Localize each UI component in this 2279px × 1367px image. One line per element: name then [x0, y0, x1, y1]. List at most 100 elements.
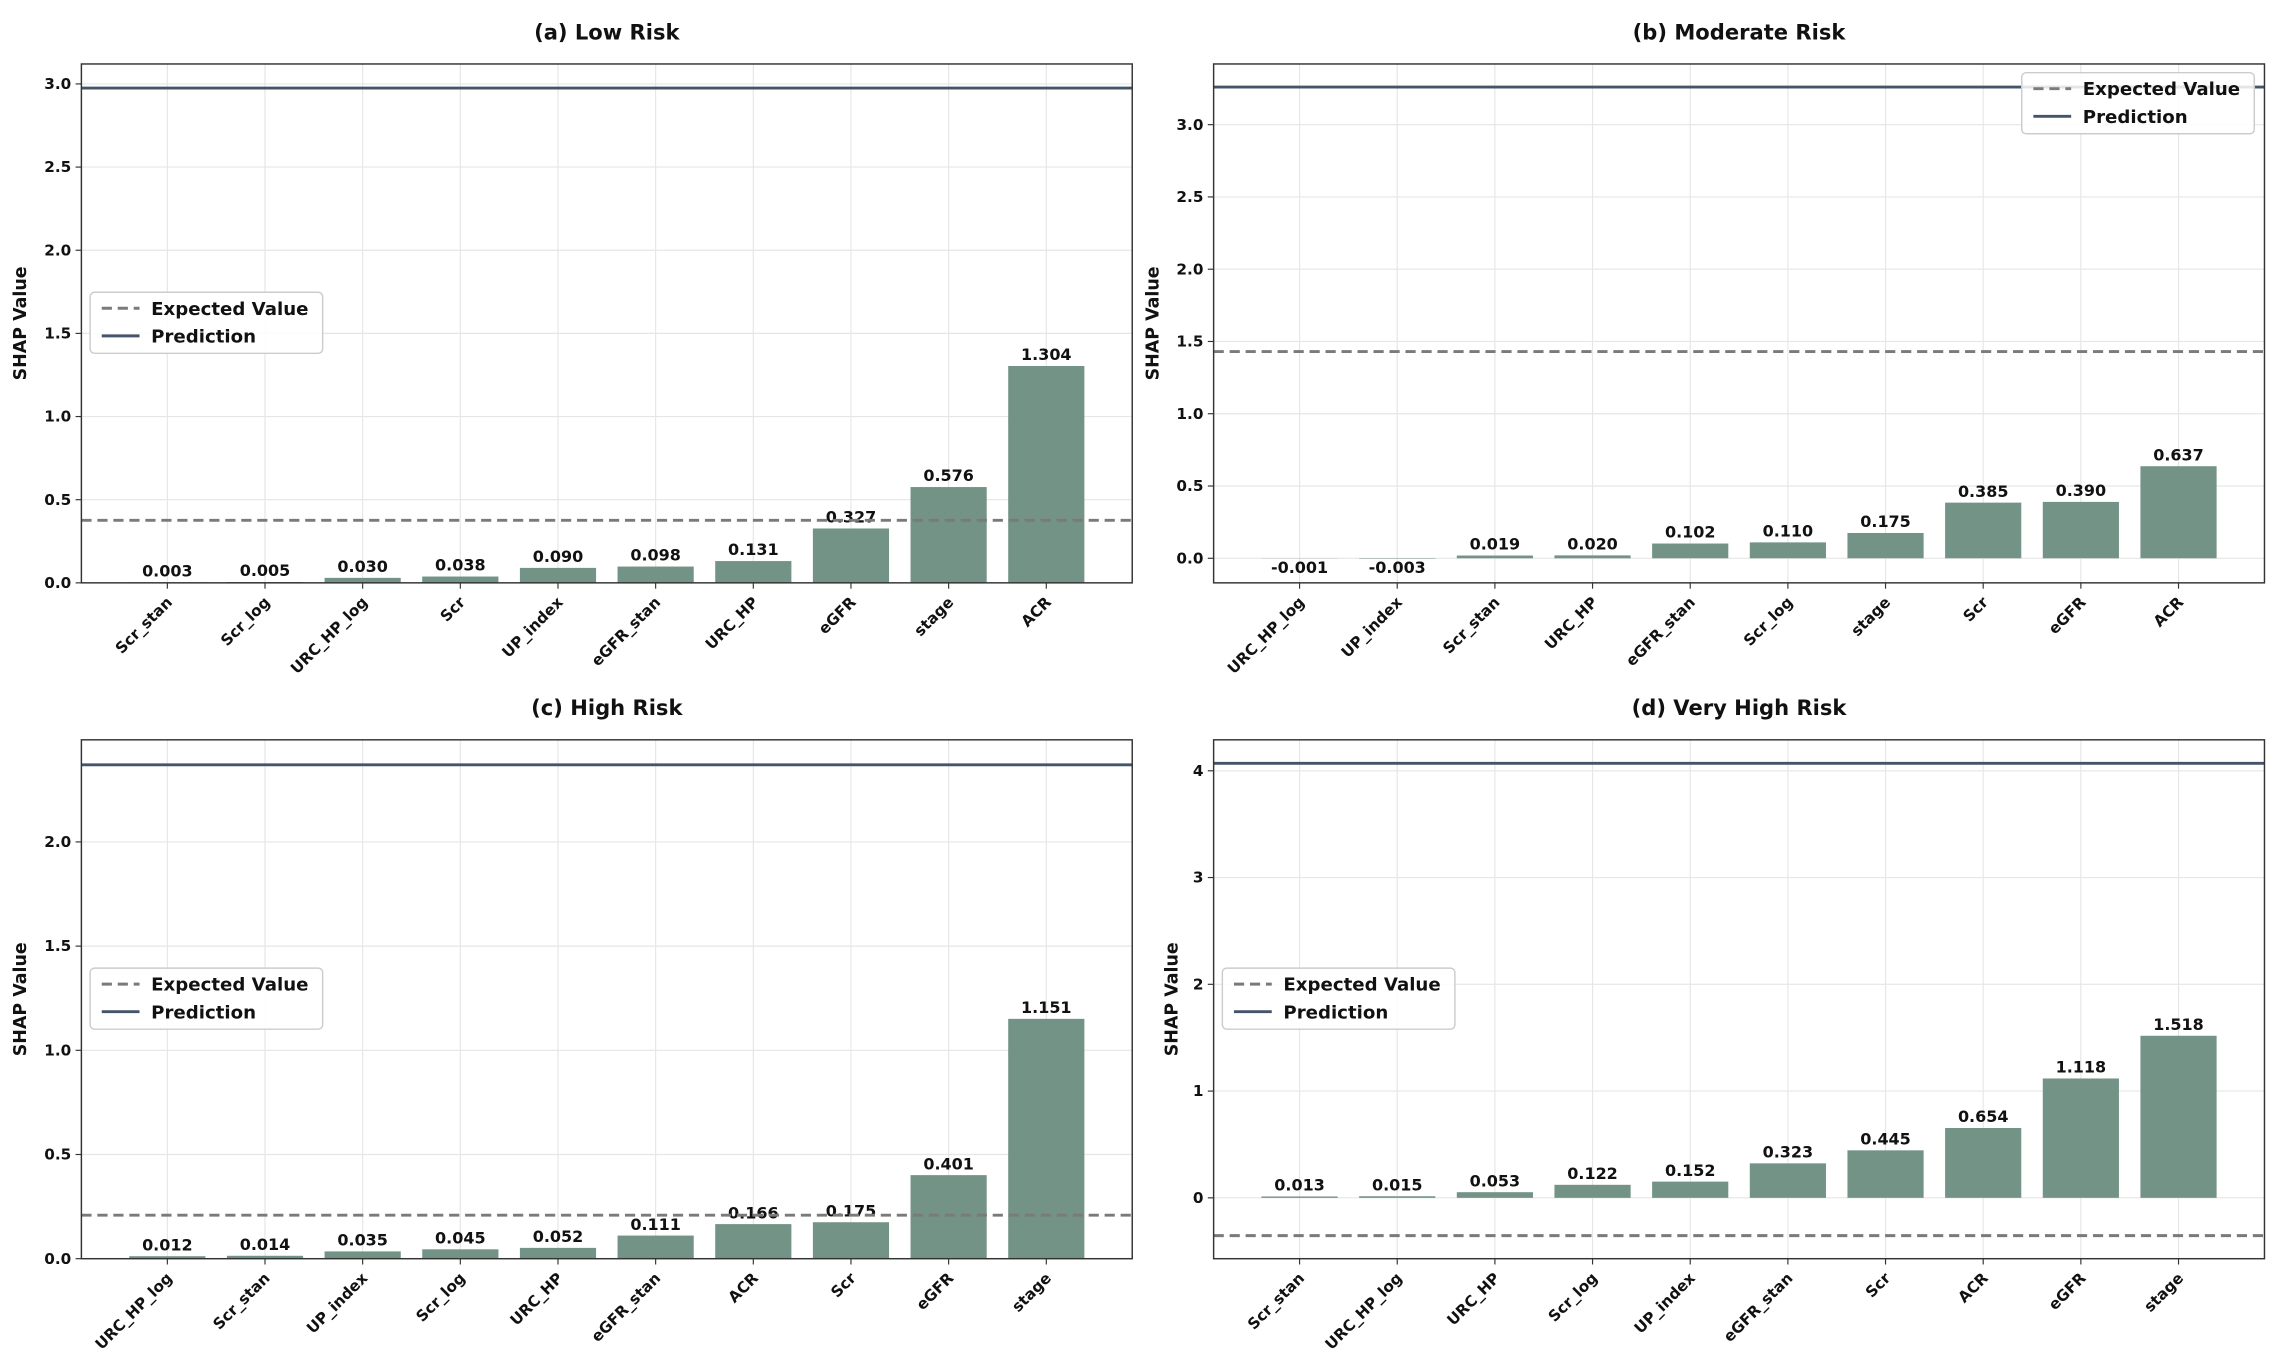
x-tick-label: ACR	[2150, 593, 2187, 630]
bar	[1456, 1192, 1533, 1198]
x-tick-label: URC_HP	[507, 1269, 567, 1329]
x-tick-label: UP_index	[1631, 1269, 1699, 1337]
value-label: 0.052	[533, 1227, 584, 1246]
y-axis-label: SHAP Value	[11, 266, 31, 380]
value-label: 0.152	[1665, 1161, 1716, 1180]
chart-title: (a) Low Risk	[534, 19, 680, 44]
legend: Expected Value Prediction	[2021, 71, 2256, 135]
bar	[1008, 1018, 1085, 1259]
bar	[519, 567, 597, 583]
x-tick-label: stage	[2141, 1269, 2188, 1316]
legend-label: Prediction	[151, 326, 256, 347]
x-tick-label: eGFR_stan	[1622, 593, 1698, 669]
bar	[129, 1256, 206, 1259]
x-tick-label: Scr	[437, 593, 470, 626]
bar	[1652, 1181, 1729, 1198]
bar	[617, 566, 694, 583]
x-tick-label: Scr_log	[217, 593, 273, 649]
value-label: 1.151	[1021, 998, 1072, 1017]
y-axis-label: SHAP Value	[1143, 266, 1163, 380]
bar	[422, 576, 499, 583]
value-label: 0.019	[1470, 535, 1521, 554]
x-tick-label: URC_HP_log	[287, 593, 371, 677]
bar	[2042, 1078, 2119, 1198]
value-label: 1.518	[2153, 1015, 2204, 1034]
y-tick-label: 0.5	[1176, 477, 1203, 495]
x-tick-label: Scr	[827, 1269, 860, 1302]
bar	[1554, 1184, 1631, 1198]
y-tick-label: 1.0	[44, 1041, 71, 1059]
legend-label: Prediction	[1283, 1002, 1388, 1023]
legend-box	[89, 967, 324, 1030]
chart-title: (c) High Risk	[531, 695, 683, 720]
value-label: 0.090	[533, 547, 584, 566]
bar	[1847, 532, 1924, 559]
value-label: 0.323	[1763, 1143, 1814, 1162]
x-tick-label: Scr	[1960, 593, 1993, 626]
value-label: 0.637	[2153, 445, 2204, 464]
value-label: 0.122	[1567, 1164, 1618, 1183]
value-label: 0.003	[142, 562, 193, 581]
y-tick-label: 1.5	[44, 937, 71, 955]
legend-label: Expected Value	[2083, 79, 2240, 100]
value-label: 0.166	[728, 1203, 779, 1222]
y-tick-label: 1.0	[1176, 405, 1203, 423]
x-tick-label: URC_HP	[1541, 593, 1601, 653]
y-axis-label: SHAP Value	[11, 942, 31, 1056]
value-label: -0.001	[1271, 558, 1328, 577]
x-tick-label: eGFR	[2045, 593, 2090, 638]
y-tick-label: 1.5	[44, 324, 71, 342]
bar	[324, 577, 401, 583]
bar	[910, 487, 987, 583]
bar	[519, 1247, 597, 1259]
bar	[1749, 1163, 1826, 1198]
y-tick-label: 0.0	[1176, 549, 1203, 567]
legend-label: Expected Value	[151, 975, 308, 996]
x-tick-label: Scr_log	[1545, 1269, 1601, 1325]
value-label: 0.401	[923, 1154, 974, 1173]
value-label: 0.015	[1372, 1175, 1423, 1194]
legend-label: Prediction	[2083, 107, 2188, 128]
x-tick-label: Scr_log	[1740, 593, 1796, 649]
bar	[422, 1249, 499, 1259]
legend: Expected Value Prediction	[89, 967, 324, 1030]
bar	[617, 1235, 694, 1259]
x-tick-label: stage	[1008, 1269, 1055, 1316]
value-label: 0.020	[1567, 535, 1618, 554]
value-label: 0.038	[435, 556, 486, 575]
bar	[1359, 1196, 1436, 1198]
legend-box	[1221, 967, 1456, 1030]
value-label: 0.175	[1860, 512, 1911, 531]
x-tick-label: Scr	[1862, 1269, 1895, 1302]
value-label: 1.118	[2056, 1058, 2107, 1077]
chart-title: (d) Very High Risk	[1632, 695, 1848, 720]
y-tick-label: 2.0	[1176, 260, 1203, 278]
bar	[1749, 542, 1826, 559]
x-tick-label: URC_HP_log	[1224, 593, 1308, 677]
x-tick-label: UP_index	[303, 1269, 371, 1337]
value-label: 0.012	[142, 1235, 193, 1254]
bar	[2140, 466, 2217, 559]
legend: Expected Value Prediction	[1221, 967, 1456, 1030]
x-tick-label: ACR	[1955, 1269, 1992, 1306]
legend-label: Expected Value	[151, 299, 308, 320]
bar	[715, 1224, 792, 1259]
x-tick-label: URC_HP_log	[92, 1269, 176, 1353]
value-label: 1.304	[1021, 345, 1072, 364]
y-tick-label: 0.0	[44, 574, 71, 592]
bar	[2042, 501, 2119, 559]
x-tick-label: eGFR	[913, 1269, 958, 1314]
y-tick-label: 3	[1193, 869, 1204, 887]
value-label: 0.110	[1763, 522, 1814, 541]
value-label: 0.053	[1470, 1171, 1521, 1190]
bar	[1008, 365, 1085, 583]
plot-frame	[1212, 739, 2266, 1260]
bar	[1456, 555, 1533, 559]
bar	[1554, 555, 1631, 559]
x-tick-label: URC_HP_log	[1322, 1269, 1406, 1353]
bar	[910, 1175, 987, 1259]
x-tick-label: eGFR	[815, 593, 860, 638]
y-tick-label: 2	[1193, 975, 1204, 993]
plot-frame	[80, 739, 1133, 1260]
value-label: 0.005	[240, 561, 291, 580]
